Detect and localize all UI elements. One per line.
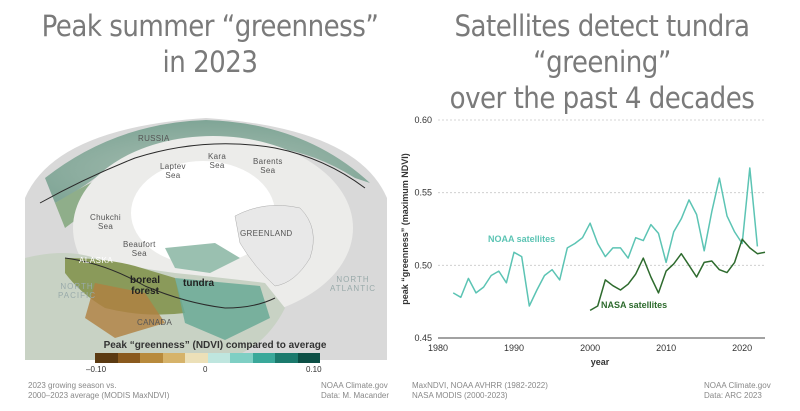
left-footnote-source: 2023 growing season vs. 2000–2023 averag… [28,381,169,401]
north-america-treeline [64,257,276,309]
left-title: Peak summer “greenness” in 2023 [20,8,400,80]
x-axis-label: year [591,357,610,367]
left-credit-line2: Data: M. Macander [321,391,390,400]
label-russia: RUSSIA [138,134,170,143]
y-axis-ticks: 0.45 0.50 0.55 0.60 [414,115,432,343]
russia-landmass [45,120,370,203]
label-laptev-sea: Laptev Sea [160,162,186,180]
label-alaska: ALASKA [79,256,114,265]
right-title-line2: over the past 4 decades [449,81,755,115]
y-axis-label: peak “greenness” (maximum NDVI) [400,153,410,305]
arctic-ndvi-map [25,118,387,360]
legend-swatch-0 [95,353,118,363]
russia-treeline [39,143,366,204]
right-title: Satellites detect tundra “greening” over… [412,8,792,116]
label-tundra: tundra [183,278,215,289]
greenland-landmass [234,205,314,287]
canadian-tundra-greening [175,278,270,340]
x-tick-label-4: 2020 [732,343,752,353]
legend-swatch-1 [117,353,140,363]
right-footnote-line2: NASA MODIS (2000-2023) [412,391,508,400]
left-title-line1: Peak summer “greenness” [41,9,379,43]
legend-swatch-3 [162,353,185,363]
left-footnote-line2: 2000–2023 average (MODIS MaxNDVI) [28,391,170,400]
right-credit-line2: Data: ARC 2023 [704,391,762,400]
legend-mid-label: 0 [203,365,208,374]
legend-color-bar [95,353,320,363]
legend-nasa: NASA satellites [601,300,668,310]
y-tick-label-2: 0.55 [414,188,432,198]
left-footnote-line1: 2023 growing season vs. [28,381,117,390]
x-axis-ticks: 1980 1990 2000 2010 2020 [428,343,752,353]
chart-series [452,167,766,312]
series-line-nasa [589,238,766,312]
legend-swatch-9 [297,353,320,363]
label-kara-sea: Kara Sea [208,152,227,170]
canadian-archipelago [165,243,240,273]
label-barents-sea: Barents Sea [253,157,283,175]
legend-swatch-2 [140,353,163,363]
right-footnote-line1: MaxNDVI, NOAA AVHRR (1982-2022) [412,381,548,390]
y-tick-label-3: 0.60 [414,115,432,125]
left-credit-line1: NOAA Climate.gov [321,381,388,390]
legend-max-label: 0.10 [306,365,322,374]
right-footnote-credit: NOAA Climate.gov Data: ARC 2023 [704,381,771,401]
arctic-ocean [131,161,275,265]
ndvi-line-chart: 0.45 0.50 0.55 0.60 1980 1990 2000 2010 2020 pe… [400,115,766,367]
legend-swatch-4 [185,353,208,363]
series-line-noaa [452,167,759,307]
label-greenland: GREENLAND [240,229,293,238]
boreal-browning [85,283,165,338]
right-footnote-source: MaxNDVI, NOAA AVHRR (1982-2022) NASA MOD… [412,381,548,401]
x-tick-label-3: 2010 [656,343,676,353]
x-tick-label-0: 1980 [428,343,448,353]
legend-title: Peak “greenness” (NDVI) compared to aver… [103,340,327,351]
right-title-line1: Satellites detect tundra “greening” [454,9,750,79]
x-tick-label-1: 1990 [504,343,524,353]
left-footnote-credit: NOAA Climate.gov Data: M. Macander [321,381,389,401]
left-title-line2: in 2023 [162,45,258,79]
legend-swatch-8 [275,353,298,363]
legend-swatch-7 [252,353,275,363]
label-north-atlantic: NORTH ATLANTIC [330,275,377,293]
legend-swatch-6 [230,353,253,363]
label-north-pacific: NORTH PACIFIC [58,282,96,300]
y-tick-label-0: 0.45 [414,333,432,343]
label-boreal-forest: boreal forest [130,275,161,297]
legend-swatch-5 [207,353,230,363]
y-tick-label-1: 0.50 [414,260,432,270]
legend-noaa: NOAA satellites [488,234,556,244]
label-beaufort-sea: Beaufort Sea [123,240,156,258]
right-credit-line1: NOAA Climate.gov [704,381,771,390]
label-canada: CANADA [137,318,173,327]
label-chukchi-sea: Chukchi Sea [90,213,122,231]
x-tick-label-2: 2000 [580,343,600,353]
chart-grid [438,119,765,266]
legend-min-label: –0.10 [86,365,107,374]
